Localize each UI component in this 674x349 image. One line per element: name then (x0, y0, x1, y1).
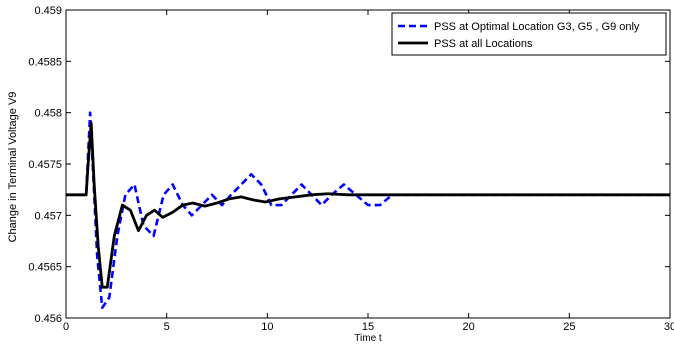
y-tick-label: 0.457 (34, 210, 62, 222)
x-tick-label: 15 (362, 321, 374, 333)
y-tick-label: 0.4585 (28, 56, 62, 68)
legend-box (391, 12, 667, 56)
legend-label-2: PSS at all Locations (434, 38, 533, 50)
x-tick-label: 10 (261, 321, 273, 333)
y-tick-label: 0.4575 (28, 159, 62, 171)
y-tick-label: 0.458 (34, 108, 62, 120)
x-axis-label: Time t (354, 333, 382, 344)
x-tick-label: 5 (164, 321, 170, 333)
x-tick-label: 0 (63, 321, 69, 333)
x-tick-label: 30 (664, 321, 674, 333)
y-tick-label: 0.456 (34, 313, 62, 325)
y-tick-label: 0.4565 (28, 262, 62, 274)
series-line-2 (66, 121, 670, 289)
x-tick-label: 25 (563, 321, 575, 333)
legend: PSS at Optimal Location G3, G5 , G9 only… (391, 12, 667, 56)
legend-label-1: PSS at Optimal Location G3, G5 , G9 only (434, 21, 640, 33)
y-tick-label: 0.459 (34, 5, 62, 17)
y-axis-label: Change in Terminal Voltage V9 (7, 92, 19, 243)
x-tick-label: 20 (463, 321, 475, 333)
axes: 0 5 10 15 20 25 30 0.456 0.4565 0.457 0.4575 0.458 0… (28, 5, 674, 333)
plot-area (66, 111, 670, 310)
